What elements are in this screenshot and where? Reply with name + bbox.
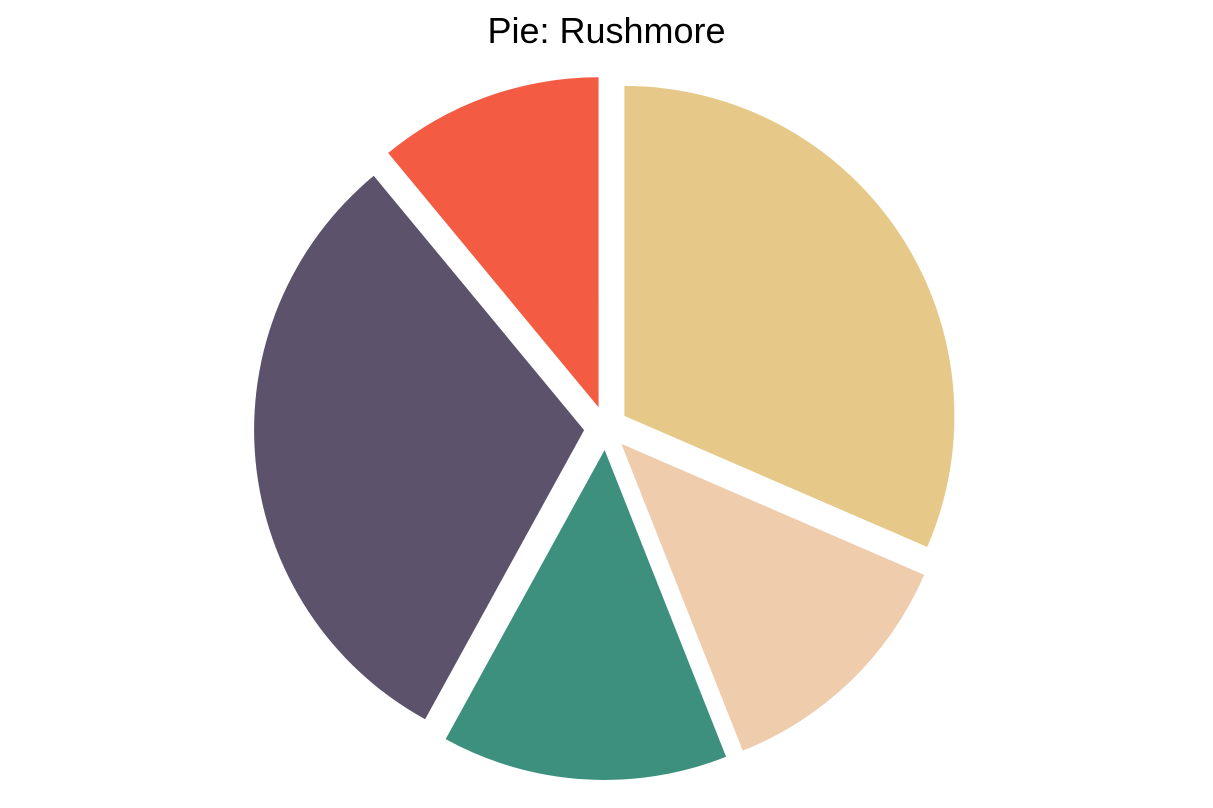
- pie-slice-2: [621, 443, 925, 751]
- chart-title: Pie: Rushmore: [487, 10, 726, 51]
- pie-slice-1: [624, 85, 955, 547]
- pie-slice-3: [445, 449, 727, 780]
- pie-slice-4: [254, 175, 585, 720]
- pie-slice-5: [388, 77, 599, 408]
